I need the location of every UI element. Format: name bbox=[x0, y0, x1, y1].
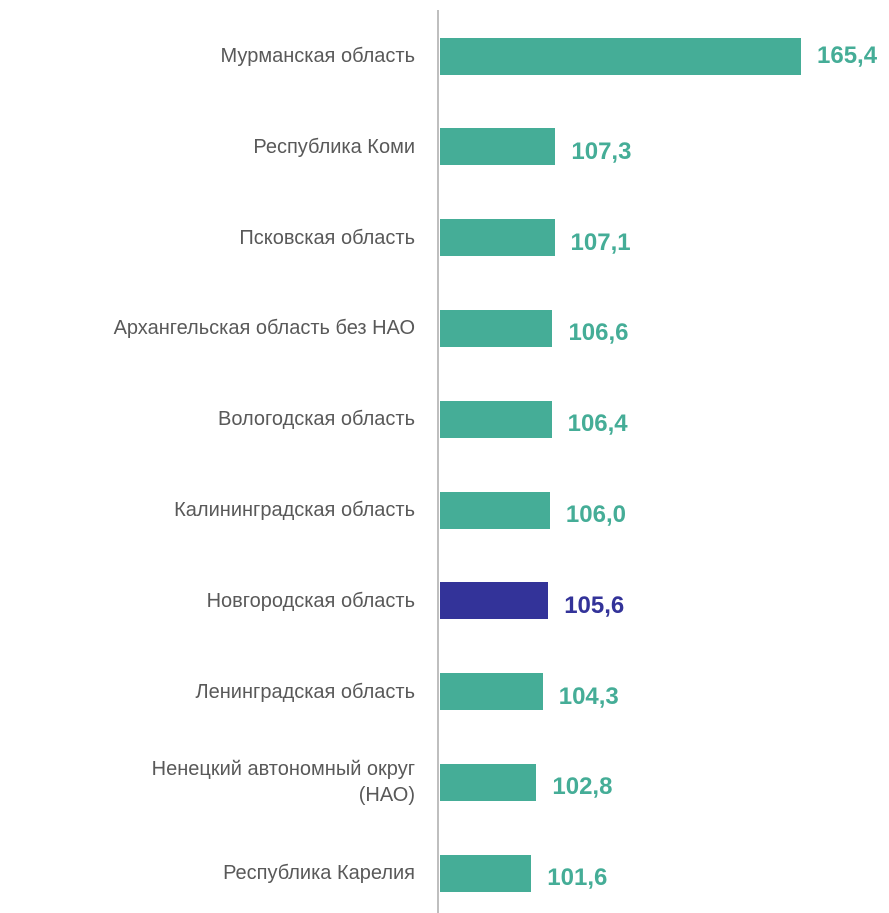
bar bbox=[440, 763, 537, 801]
category-label: Архангельская область без НАО bbox=[113, 317, 415, 340]
value-label: 106,6 bbox=[568, 319, 629, 347]
value-label: 107,3 bbox=[571, 137, 632, 165]
bar bbox=[440, 673, 543, 711]
value-label: 105,6 bbox=[564, 591, 625, 619]
category-label: Ненецкий автономный округ (НАО) bbox=[151, 758, 415, 807]
bar bbox=[440, 491, 550, 529]
category-label: Республика Карелия bbox=[223, 862, 415, 885]
axis-line bbox=[437, 10, 439, 913]
value-label: 101,6 bbox=[547, 864, 608, 892]
value-label: 104,3 bbox=[558, 682, 619, 710]
bar bbox=[440, 309, 553, 347]
bar bbox=[440, 37, 801, 75]
value-label: 107,1 bbox=[570, 228, 631, 256]
value-label: 106,4 bbox=[567, 410, 628, 438]
bar bbox=[440, 128, 556, 166]
bar bbox=[440, 400, 552, 438]
category-label: Мурманская область bbox=[220, 45, 415, 67]
category-label: Псковская область bbox=[239, 226, 415, 249]
category-label: Ленинградская область bbox=[195, 680, 415, 703]
bar bbox=[440, 582, 549, 620]
bar bbox=[440, 854, 532, 892]
value-label: 102,8 bbox=[552, 773, 613, 801]
category-label: Калининградская область bbox=[174, 499, 415, 521]
value-label: 106,0 bbox=[565, 501, 626, 528]
category-label: Новгородская область bbox=[206, 589, 415, 612]
bar bbox=[440, 219, 555, 257]
category-label: Республика Коми bbox=[253, 135, 415, 158]
category-label: Вологодская область bbox=[217, 408, 415, 431]
value-label: 165,4 bbox=[817, 42, 878, 69]
